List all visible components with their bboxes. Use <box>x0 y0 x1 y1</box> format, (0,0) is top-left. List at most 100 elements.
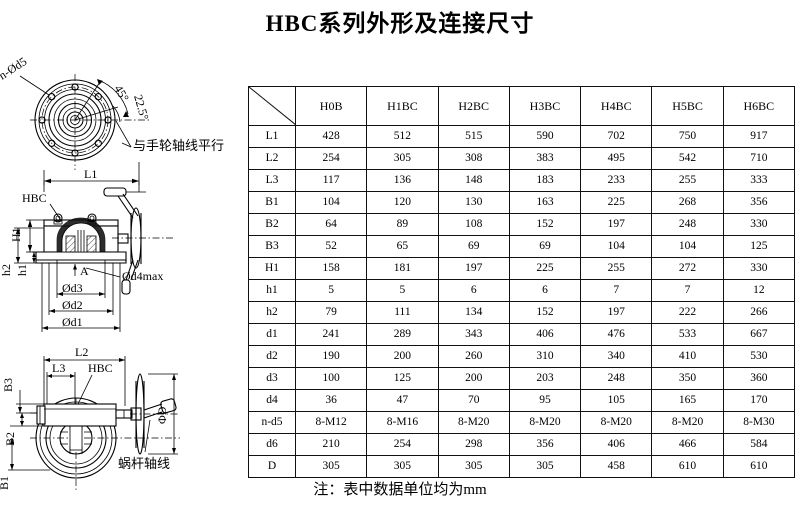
table-cell: 222 <box>651 301 724 324</box>
table-cell: 136 <box>366 169 439 192</box>
table-row: L2 254 305 308 383 495 542 710 <box>248 147 796 170</box>
table-cell: 104 <box>294 191 368 214</box>
table-cell: 308 <box>437 147 510 170</box>
table-cell: 233 <box>580 169 653 192</box>
table-cell: 298 <box>437 433 510 456</box>
table-cell: 476 <box>580 323 653 346</box>
table-cell: 340 <box>580 345 653 368</box>
table-cell: 356 <box>722 191 796 214</box>
table-cell: 530 <box>722 345 796 368</box>
table-cell: 5 <box>294 279 368 302</box>
table-cell: 183 <box>508 169 582 192</box>
table-cell: 152 <box>508 301 582 324</box>
label-dim-l2: L2 <box>75 345 88 359</box>
table-cell: 305 <box>294 455 368 478</box>
table-row: d6 210 254 298 356 406 466 584 <box>248 433 796 456</box>
row-label: d1 <box>248 323 296 346</box>
table-cell: 667 <box>722 323 796 346</box>
row-label: H1 <box>248 257 296 280</box>
table-cell: 8-M20 <box>437 411 510 434</box>
page-title: HBC系列外形及连接尺寸 <box>265 11 535 36</box>
table-cell: 590 <box>508 125 582 148</box>
row-label: L1 <box>248 125 296 148</box>
table-cell: 702 <box>580 125 653 148</box>
table-cell: 200 <box>366 345 439 368</box>
table-cell: 8-M20 <box>651 411 724 434</box>
column-header: H5BC <box>651 86 724 126</box>
table-cell: 6 <box>508 279 582 302</box>
table-cell: 8-M30 <box>722 411 796 434</box>
table-row: L3 117 136 148 183 233 255 333 <box>248 169 796 192</box>
table-cell: 255 <box>580 257 653 280</box>
column-header: H0B <box>294 86 368 126</box>
label-dim-d3: Ød3 <box>62 281 83 295</box>
table-cell: 495 <box>580 147 653 170</box>
table-cell: 266 <box>722 301 796 324</box>
column-header: H4BC <box>580 86 653 126</box>
table-header-row: H0B H1BC H2BC H3BC H4BC H5BC H6BC <box>248 86 796 126</box>
gearbox-plan-svg: L2 L3 HBC <box>0 345 180 492</box>
table-cell: 65 <box>366 235 439 258</box>
row-label: n-d5 <box>248 411 296 434</box>
row-label: h1 <box>248 279 296 302</box>
table-cell: 47 <box>366 389 439 412</box>
table-cell: 333 <box>722 169 796 192</box>
table-cell: 95 <box>508 389 582 412</box>
label-angle-45: 45° <box>111 83 132 105</box>
bolt-holes <box>38 83 112 157</box>
label-model-hbc-plan: HBC <box>88 361 113 375</box>
table-cell: 111 <box>366 301 439 324</box>
table-cell: 515 <box>437 125 510 148</box>
table-row: d3 100 125 200 203 248 350 360 <box>248 367 796 390</box>
row-label: h2 <box>248 301 296 324</box>
table-row: n-d5 8-M12 8-M16 8-M20 8-M20 8-M20 8-M20… <box>248 411 796 434</box>
table-cell: 7 <box>651 279 724 302</box>
table-cell: 79 <box>294 301 368 324</box>
table-cell: 305 <box>437 455 510 478</box>
table-cell: 89 <box>366 213 439 236</box>
table-cell: 7 <box>580 279 653 302</box>
label-detail-a: A <box>80 264 89 278</box>
table-cell: 305 <box>508 455 582 478</box>
table-cell: 289 <box>366 323 439 346</box>
table-cell: 125 <box>366 367 439 390</box>
table-cell: 255 <box>651 169 724 192</box>
label-dim-l3: L3 <box>52 361 65 375</box>
table-cell: 584 <box>722 433 796 456</box>
table-cell: 69 <box>508 235 582 258</box>
table-cell: 104 <box>651 235 724 258</box>
table-cell: 6 <box>437 279 510 302</box>
table-cell: 241 <box>294 323 368 346</box>
label-angle-22-5: 22.5° <box>131 93 152 122</box>
table-cell: 406 <box>508 323 582 346</box>
label-dim-b3: B3 <box>1 378 15 392</box>
table-row: B1 104 120 130 163 225 268 356 <box>248 191 796 214</box>
table-cell: 36 <box>294 389 368 412</box>
table-cell: 330 <box>722 257 796 280</box>
row-label: d6 <box>248 433 296 456</box>
label-dim-b2: B2 <box>3 432 17 446</box>
table-cell: 310 <box>508 345 582 368</box>
table-cell: 104 <box>580 235 653 258</box>
table-cell: 512 <box>366 125 439 148</box>
label-model-hbc-front: HBC <box>22 191 47 205</box>
table-cell: 134 <box>437 301 510 324</box>
row-label: L2 <box>248 147 296 170</box>
table-cell: 458 <box>580 455 653 478</box>
table-cell: 8-M20 <box>508 411 582 434</box>
label-bolt-circle: n-Ød5 <box>0 54 29 82</box>
table-cell: 268 <box>651 191 724 214</box>
label-dim-d2: Ød2 <box>62 298 83 312</box>
table-cell: 197 <box>580 301 653 324</box>
table-corner-cell <box>248 86 296 126</box>
table-cell: 248 <box>580 367 653 390</box>
label-dim-big-d: ΦD <box>155 406 169 424</box>
flange-end-view-svg: n-Ød5 45° 22.5° 与手轮轴线平行 L1 <box>0 54 224 185</box>
table-cell: 158 <box>294 257 368 280</box>
table-cell: 410 <box>651 345 724 368</box>
gearbox-front-svg: HBC <box>0 182 175 332</box>
diagonal-divider-icon <box>249 87 295 125</box>
table-cell: 163 <box>508 191 582 214</box>
label-worm-axis: 蜗杆轴线 <box>118 456 170 471</box>
table-cell: 148 <box>437 169 510 192</box>
